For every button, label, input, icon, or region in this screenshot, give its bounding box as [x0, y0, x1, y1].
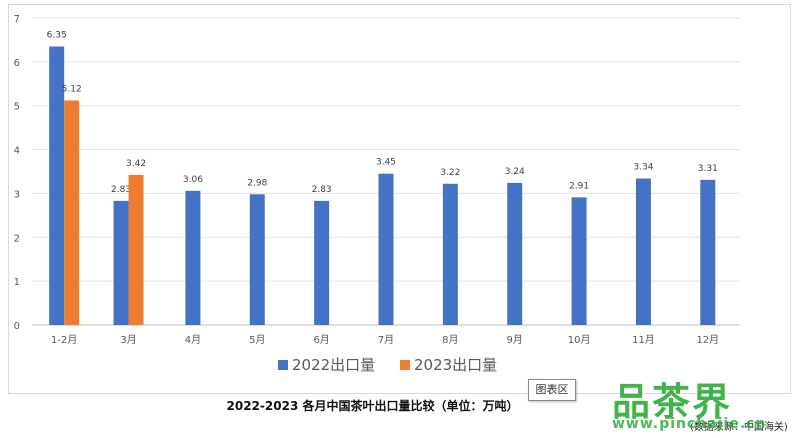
brand-watermark: 品茶界 [612, 380, 733, 424]
x-tick-label: 9月 [507, 334, 523, 346]
data-label: 3.45 [376, 158, 396, 168]
x-tick-label: 4月 [185, 334, 201, 346]
bar [507, 182, 523, 325]
legend-swatch [400, 360, 410, 370]
data-label: 3.31 [698, 164, 718, 174]
bar [700, 179, 716, 325]
data-label: 3.22 [440, 168, 460, 178]
y-tick-label: 5 [14, 102, 20, 113]
chart-area-tooltip: 图表区 [528, 379, 576, 401]
data-label: 3.42 [126, 159, 146, 169]
data-label: 5.12 [62, 84, 82, 94]
y-tick-label: 0 [14, 321, 20, 332]
x-tick-label: 1-2月 [51, 334, 77, 346]
y-tick-label: 3 [14, 189, 20, 200]
bar [185, 190, 201, 325]
data-label: 3.06 [183, 175, 203, 185]
x-tick-label: 5月 [249, 334, 265, 346]
x-tick-label: 10月 [568, 334, 591, 346]
data-source-note: (数据来源：中国海关) [690, 422, 788, 433]
bar [378, 173, 394, 325]
x-tick-label: 7月 [378, 334, 394, 346]
x-tick-label: 8月 [442, 334, 458, 346]
chart-title: 2022-2023 各月中国茶叶出口量比较（单位：万吨） [226, 399, 519, 413]
legend-swatch [278, 360, 288, 370]
data-label: 2.83 [312, 185, 332, 195]
x-tick-label: 11月 [632, 334, 655, 346]
data-label: 2.91 [569, 181, 589, 191]
data-label: 2.98 [247, 178, 267, 188]
x-tick-label: 3月 [120, 334, 136, 346]
bar [635, 178, 651, 325]
legend-label: 2023出口量 [414, 356, 497, 374]
bar [49, 46, 65, 325]
bar [442, 183, 458, 325]
data-label: 3.24 [505, 167, 525, 177]
y-tick-label: 2 [14, 233, 20, 244]
bar [571, 197, 587, 325]
data-label: 2.83 [111, 185, 131, 195]
data-label: 6.35 [47, 31, 67, 41]
bar [249, 194, 265, 325]
bar [113, 200, 129, 325]
y-tick-label: 7 [14, 14, 20, 25]
y-tick-label: 1 [14, 277, 20, 288]
data-label: 3.34 [633, 163, 653, 173]
bar [64, 100, 80, 325]
y-tick-label: 6 [14, 58, 20, 69]
x-tick-label: 12月 [696, 334, 719, 346]
bar [128, 175, 144, 325]
y-tick-label: 4 [14, 146, 20, 157]
watermark-url: www.pinchajie.cn [612, 416, 767, 432]
x-tick-label: 6月 [313, 334, 329, 346]
legend-label: 2022出口量 [292, 356, 375, 374]
bar [314, 200, 330, 325]
